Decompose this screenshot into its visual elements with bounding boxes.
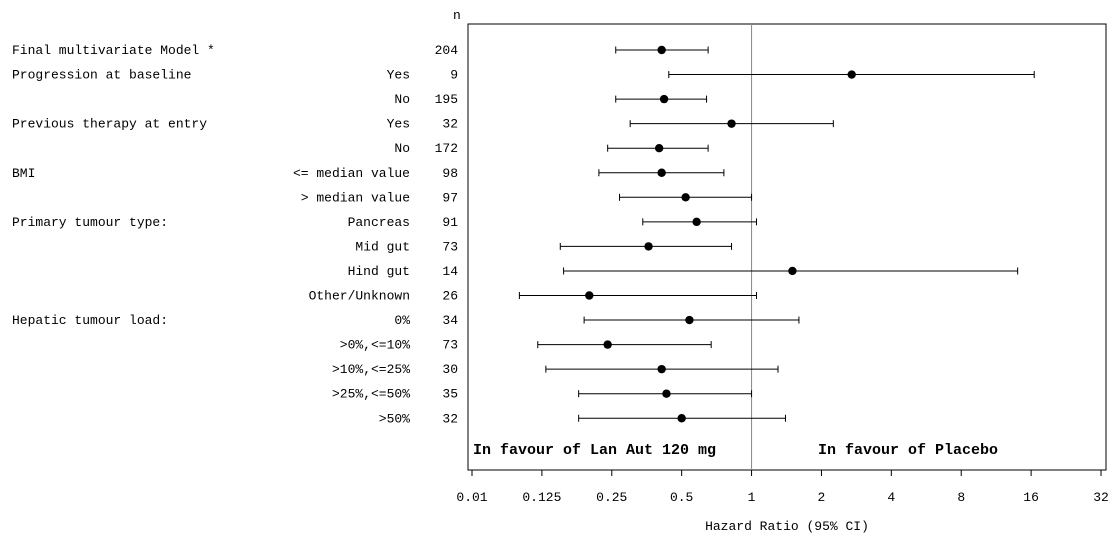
row-subgroup-label: <= median value <box>293 166 410 181</box>
row-subgroup-label: Mid gut <box>355 239 410 254</box>
row-subgroup-label: >10%,<=25% <box>332 362 410 377</box>
row-subgroup-label: >50% <box>379 411 410 426</box>
row-n-value: 14 <box>442 264 458 279</box>
row-subgroup-label: No <box>394 141 410 156</box>
hr-point <box>659 94 669 104</box>
x-axis: 0.01 0.125 0.25 0.5 1 2 4 8 16 32 <box>456 470 1109 505</box>
row-n-value: 9 <box>450 68 458 83</box>
hr-point <box>585 291 594 300</box>
row-subgroup-label: Other/Unknown <box>309 289 410 304</box>
hr-point <box>788 266 797 276</box>
x-tick-label: 8 <box>957 490 965 505</box>
row-n-value: 98 <box>442 166 458 181</box>
row-n-value: 91 <box>442 215 458 230</box>
row-n-value: 73 <box>442 239 458 254</box>
x-tick-label: 4 <box>887 490 895 505</box>
row-subgroup-label: No <box>394 92 410 107</box>
row-subgroup-label: Yes <box>387 117 410 132</box>
row-subgroup-label: Hind gut <box>348 264 410 279</box>
row-subgroup-label: Yes <box>387 68 410 83</box>
row-n-value: 172 <box>435 141 458 156</box>
hr-point <box>677 414 686 423</box>
hr-point <box>657 364 666 374</box>
annotation-left: In favour of Lan Aut 120 mg <box>473 442 716 459</box>
x-tick-label: 32 <box>1093 490 1109 505</box>
row-n-value: 35 <box>442 387 458 402</box>
row-n-value: 32 <box>442 411 458 426</box>
row-n-value: 32 <box>442 117 458 132</box>
x-tick-label: 0.01 <box>456 490 487 505</box>
row-group-label: Hepatic tumour load: <box>12 313 168 328</box>
row-subgroup-label: >0%,<=10% <box>340 338 410 353</box>
hr-point <box>662 389 671 398</box>
x-axis-label: Hazard Ratio (95% CI) <box>705 519 869 534</box>
data-rows: Final multivariate Model * 204 Progression… <box>12 43 1035 426</box>
hr-point <box>644 242 653 251</box>
row-n-value: 26 <box>442 289 458 304</box>
row-n-value: 195 <box>435 92 458 107</box>
row-group-label: Final multivariate Model * <box>12 43 215 58</box>
hr-point <box>603 340 612 349</box>
hr-point <box>727 119 736 128</box>
row-subgroup-label: > median value <box>301 190 410 205</box>
row-group-label: Progression at baseline <box>12 68 191 83</box>
x-tick-label: 0.25 <box>596 490 627 505</box>
x-tick-label: 1 <box>748 490 756 505</box>
x-tick-label: 2 <box>818 490 826 505</box>
row-subgroup-label: Pancreas <box>348 215 410 230</box>
row-n-value: 97 <box>442 190 458 205</box>
row-group-label: BMI <box>12 166 35 181</box>
row-n-value: 34 <box>442 313 458 328</box>
hr-point <box>847 70 856 79</box>
plot-frame <box>467 23 1107 471</box>
row-subgroup-label: >25%,<=50% <box>332 387 410 402</box>
annotation-right: In favour of Placebo <box>818 442 998 459</box>
x-tick-label: 0.5 <box>670 490 693 505</box>
row-group-label: Previous therapy at entry <box>12 117 207 132</box>
row-subgroup-label: 0% <box>394 313 410 328</box>
row-group-label: Primary tumour type: <box>12 215 168 230</box>
n-header: n <box>453 8 461 23</box>
x-tick-label: 16 <box>1023 490 1039 505</box>
hr-point <box>685 315 694 325</box>
row-n-value: 30 <box>442 362 458 377</box>
hr-point <box>657 168 666 177</box>
hr-point <box>657 45 666 55</box>
hr-point <box>681 193 690 202</box>
x-tick-label: 0.125 <box>522 490 561 505</box>
row-n-value: 204 <box>435 43 459 58</box>
hr-point <box>654 144 664 153</box>
hr-point <box>692 217 701 227</box>
row-n-value: 73 <box>442 338 458 353</box>
